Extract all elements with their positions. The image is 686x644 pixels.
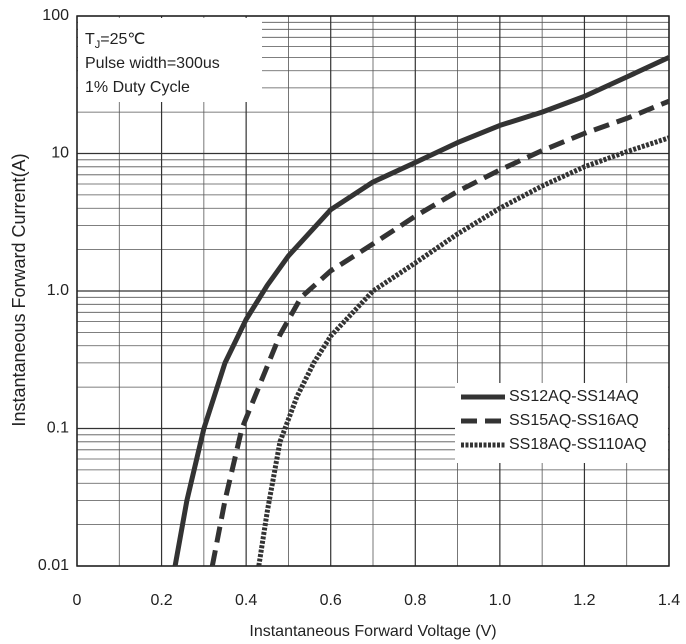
annotation-text: Pulse width=300us: [85, 55, 220, 72]
y-tick-label: 100: [42, 7, 69, 24]
annotation-text: T: [85, 31, 95, 48]
y-tick-label: 0.1: [47, 420, 69, 437]
x-tick-label: 0.6: [320, 592, 342, 609]
plot-frame: [76, 15, 670, 567]
x-tick-label: 1.2: [573, 592, 595, 609]
x-tick-label: 1.0: [489, 592, 511, 609]
annotation-text: =25℃: [100, 31, 145, 48]
y-tick-label: 1.0: [47, 282, 69, 299]
x-tick-label: 1.4: [658, 592, 680, 609]
x-axis-label: Instantaneous Forward Voltage (V): [249, 623, 496, 640]
y-axis-label: Instantaneous Forward Current(A): [9, 153, 29, 426]
legend: SS12AQ-SS14AQ SS15AQ-SS16AQ SS18AQ-SS110AQ: [455, 383, 668, 463]
annotation-text: 1% Duty Cycle: [85, 79, 190, 96]
annotation-box: [78, 18, 262, 102]
legend-label: SS15AQ-SS16AQ: [509, 412, 639, 429]
series-line: [209, 98, 670, 567]
series-line: [172, 55, 671, 567]
legend-label: SS12AQ-SS14AQ: [509, 388, 639, 405]
series-line: [256, 135, 670, 567]
y-tick-label: 0.01: [38, 557, 69, 574]
legend-label: SS18AQ-SS110AQ: [509, 436, 647, 453]
y-tick-label: 10: [51, 145, 69, 162]
x-tick-label: 0.2: [150, 592, 172, 609]
annotation: TJ=25℃ Pulse width=300us 1% Duty Cycle: [78, 18, 262, 102]
x-tick-label: 0.4: [235, 592, 257, 609]
annotation-subscript: J: [95, 39, 101, 51]
annotation-text: TJ=25℃: [85, 31, 145, 51]
x-tick-label: 0: [73, 592, 82, 609]
x-tick-label: 0.8: [404, 592, 426, 609]
